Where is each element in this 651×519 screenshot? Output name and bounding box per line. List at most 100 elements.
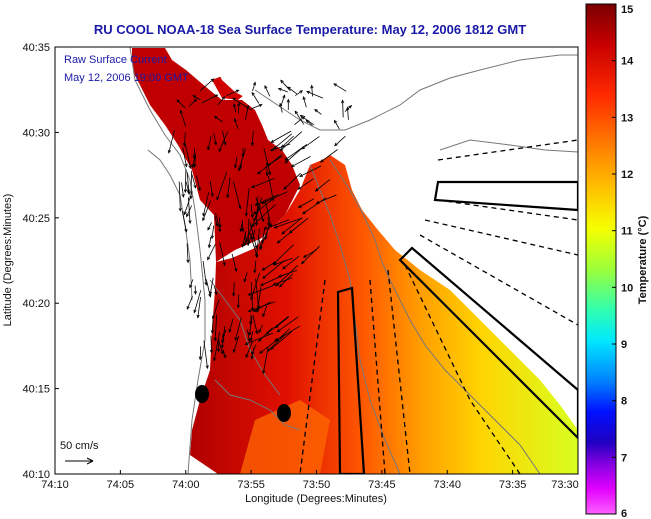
current-vector-head (272, 282, 277, 286)
current-vector-head (221, 96, 226, 100)
current-vector-head (262, 275, 266, 279)
current-vector-head (197, 187, 201, 192)
colorbar-tick-label: 12 (621, 169, 633, 181)
current-vector (267, 216, 270, 226)
current-vector-head (228, 329, 232, 333)
current-vector (211, 225, 215, 239)
x-tick-label: 73:50 (303, 479, 331, 491)
current-vector-head (251, 91, 255, 96)
current-vector (289, 217, 309, 234)
current-vector-head (167, 149, 172, 154)
current-vector (211, 319, 214, 334)
current-vector (247, 233, 253, 244)
current-vector-head (272, 145, 277, 150)
current-vector-head (226, 194, 230, 199)
current-vector-head (247, 309, 252, 313)
current-vector-head (279, 147, 284, 152)
current-vector (282, 255, 300, 270)
current-vector-head (284, 157, 289, 161)
current-vector (258, 325, 263, 333)
current-vector (251, 178, 275, 188)
current-vector-head (188, 220, 192, 225)
current-vector (255, 197, 264, 222)
current-vector (344, 105, 352, 112)
scale-arrow-icon (65, 457, 94, 465)
current-vector-head (220, 350, 224, 355)
current-vector (291, 156, 311, 168)
current-vector-head (284, 159, 289, 164)
x-tick-label: 74:10 (41, 479, 69, 491)
current-vector (189, 279, 194, 288)
current-vector-head (266, 348, 271, 352)
current-vector-head (280, 79, 284, 84)
current-vector-head (281, 230, 286, 235)
current-vector (219, 216, 221, 228)
current-vector (209, 277, 214, 295)
current-vector-head (209, 291, 213, 296)
current-vector-head (184, 228, 188, 233)
current-vector (281, 135, 294, 148)
current-vector-head (299, 90, 304, 94)
current-vector (277, 316, 299, 333)
current-vector (234, 156, 238, 168)
current-vector (264, 199, 272, 227)
current-vector (275, 316, 289, 329)
current-vector (280, 131, 303, 151)
current-vector (297, 178, 314, 190)
current-vector-head (243, 242, 247, 247)
current-vector-head (193, 184, 197, 189)
colorbar-tick-label: 14 (621, 56, 634, 68)
y-tick-label: 40:10 (22, 469, 50, 481)
current-vector-head (216, 196, 220, 201)
current-vector-head (269, 148, 274, 152)
current-vector-head (239, 165, 243, 170)
colorbar-tick-label: 7 (621, 452, 627, 464)
current-vector-head (217, 228, 222, 233)
current-vector-head (222, 334, 226, 339)
current-vector-head (244, 239, 248, 244)
current-vector (188, 197, 191, 224)
y-tick-label: 40:15 (22, 384, 50, 396)
current-vector (262, 347, 269, 374)
current-vector (250, 331, 254, 341)
current-vector-head (251, 351, 255, 356)
current-vector-head (232, 349, 236, 354)
current-vector (237, 294, 240, 308)
current-vector (249, 316, 253, 335)
current-vector (333, 83, 347, 92)
current-vector (222, 329, 227, 338)
current-vector (273, 133, 293, 150)
current-vector (212, 299, 220, 319)
current-vector-head (253, 218, 257, 223)
current-vector-head (254, 254, 259, 258)
current-vector (181, 182, 184, 197)
current-vector (264, 85, 271, 97)
current-vector-head (246, 242, 250, 247)
current-vector-head (348, 104, 353, 109)
current-vectors (167, 78, 353, 375)
current-vector (240, 220, 244, 232)
current-vector (253, 197, 263, 222)
current-vector-head (314, 108, 318, 113)
current-vector-head (264, 84, 268, 89)
current-vector (255, 278, 259, 309)
current-vector (219, 242, 226, 266)
current-vector-head (306, 90, 310, 94)
x-tick-label: 73:55 (237, 479, 265, 491)
current-vector-head (249, 321, 253, 326)
current-vector-head (207, 244, 212, 249)
current-vector (254, 260, 257, 273)
current-vector (301, 245, 320, 264)
current-vector-head (286, 98, 290, 103)
current-vector (210, 335, 212, 353)
sst-field (55, 47, 578, 474)
current-vector (280, 80, 291, 92)
current-vector (285, 146, 304, 164)
colorbar-tick-label: 6 (621, 508, 627, 519)
current-vector-head (184, 163, 188, 168)
current-vector (194, 153, 197, 167)
current-timestamp-label: May 12, 2006 19:00 GMT (64, 72, 189, 84)
current-vector (298, 198, 314, 208)
current-vector (250, 272, 260, 300)
current-vector (270, 331, 293, 350)
